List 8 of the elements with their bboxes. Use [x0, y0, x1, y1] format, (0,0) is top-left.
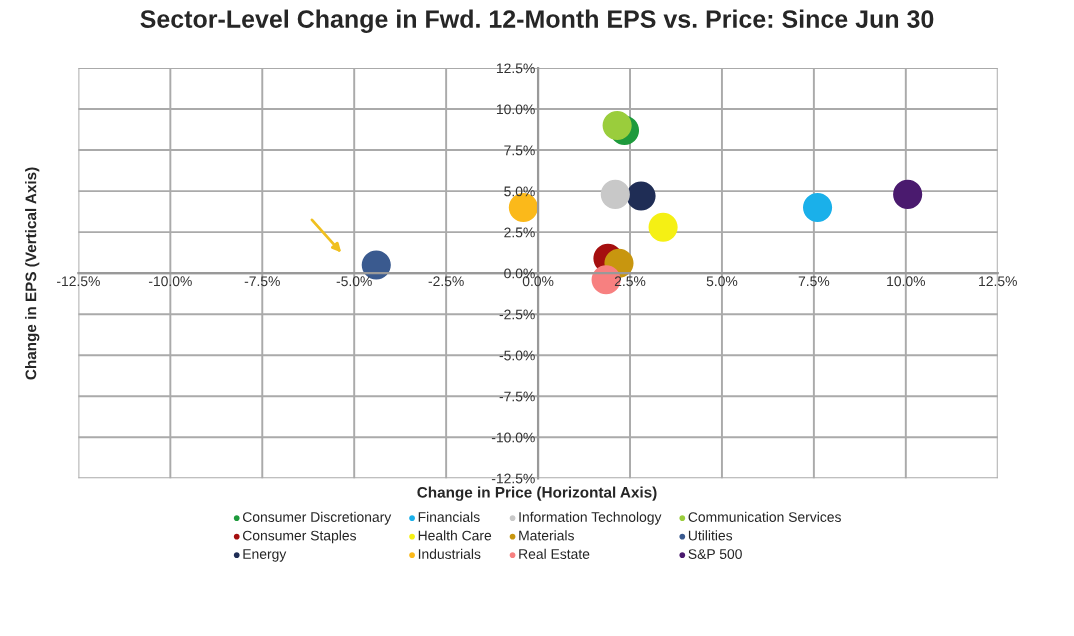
point — [648, 212, 678, 242]
point — [602, 110, 632, 141]
chart-title: Sector-Level Change in Fwd. 12-Month EPS vs. Price: Since Jun 30 — [140, 9, 934, 33]
point — [802, 192, 833, 223]
point — [600, 179, 630, 209]
point — [361, 250, 391, 280]
point — [893, 179, 923, 209]
point — [626, 181, 656, 211]
